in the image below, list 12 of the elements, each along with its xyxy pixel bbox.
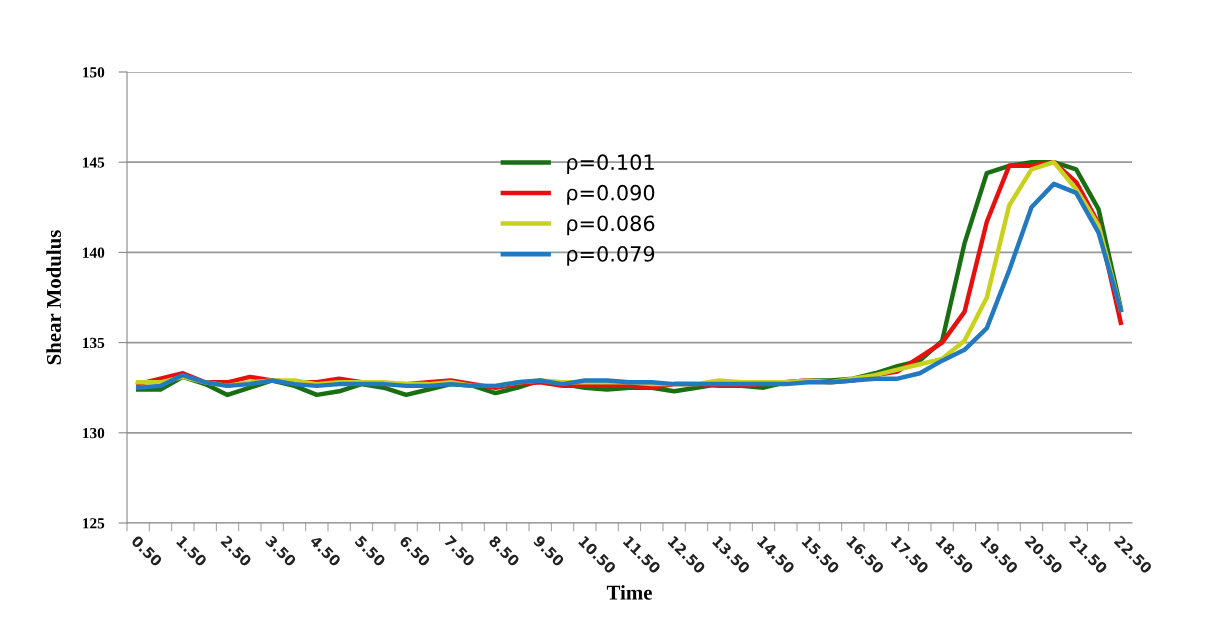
y-tick-label: 130 — [83, 427, 105, 439]
legend-label: ρ=0.090 — [567, 184, 655, 205]
legend-label: ρ=0.101 — [567, 154, 654, 175]
y-tick-label: 125 — [83, 518, 105, 529]
y-tick-label: 145 — [83, 157, 105, 168]
y-axis-title: Shear Modulus — [46, 230, 62, 365]
y-tick-label: 140 — [83, 247, 105, 258]
legend-label: ρ=0.079 — [567, 246, 655, 266]
x-axis-title: Time — [606, 585, 652, 600]
y-tick-label: 135 — [83, 337, 105, 349]
y-tick-label: 150 — [83, 67, 105, 78]
legend-label: ρ=0.086 — [567, 215, 655, 236]
